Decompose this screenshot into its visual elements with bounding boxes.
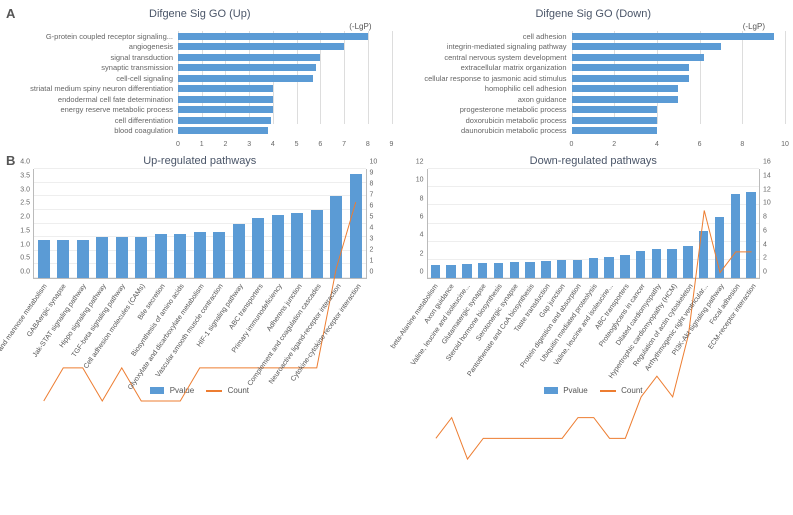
hbar-row: blood coagulation (178, 126, 392, 137)
hbar-row: angiogenesis (178, 42, 392, 53)
hbar-label: extracellular matrix organization (402, 63, 567, 72)
hbar-label: cell differentiation (8, 116, 173, 125)
hbar (178, 33, 368, 40)
hbar-row: daunorubicin metabolic process (572, 126, 786, 137)
hbar-row: energy reserve metabolic process (178, 105, 392, 116)
hbar-row: integrin-mediated signaling pathway (572, 42, 786, 53)
hbar-row: cell-cell signaling (178, 73, 392, 84)
hbar (572, 117, 657, 124)
hbar-label: cell adhesion (402, 32, 567, 41)
hbar-row: progesterone metabolic process (572, 105, 786, 116)
hbar-label: cellular response to jasmonic acid stimu… (402, 74, 567, 83)
down-pathways-chart: 0246810120246810121416beta-Alanine metab… (402, 169, 786, 384)
hbar (572, 85, 679, 92)
go-up-chart: G-protein coupled receptor signaling...a… (8, 31, 392, 151)
hbar-label: blood coagulation (8, 126, 173, 135)
panel-letter-a: A (6, 6, 15, 21)
hbar (572, 106, 657, 113)
go-down-subtitle: (-LgP) (402, 22, 766, 31)
hbar-row: cellular response to jasmonic acid stimu… (572, 73, 786, 84)
hbar-label: doxorubicin metabolic process (402, 116, 567, 125)
panel-a-row: A Difgene Sig GO (Up) (-LgP) G-protein c… (8, 8, 785, 151)
hbar-label: daunorubicin metabolic process (402, 126, 567, 135)
go-up-title: Difgene Sig GO (Up) (8, 8, 392, 20)
up-pathways-chart: 0.00.51.01.52.02.53.03.54.0012345678910F… (8, 169, 392, 384)
hbar-label: signal transduction (8, 53, 173, 62)
hbar-label: energy reserve metabolic process (8, 105, 173, 114)
hbar (178, 43, 344, 50)
hbar (572, 54, 704, 61)
hbar (572, 127, 657, 134)
panel-a-right: Difgene Sig GO (Down) (-LgP) cell adhesi… (402, 8, 786, 151)
hbar-label: synaptic transmission (8, 63, 173, 72)
hbar-label: G-protein coupled receptor signaling... (8, 32, 173, 41)
hbar-row: endodermal cell fate determination (178, 94, 392, 105)
hbar-label: cell-cell signaling (8, 74, 173, 83)
hbar-row: synaptic transmission (178, 63, 392, 74)
hbar-label: progesterone metabolic process (402, 105, 567, 114)
hbar (572, 96, 679, 103)
hbar-row: axon guidance (572, 94, 786, 105)
hbar (572, 43, 721, 50)
panel-b-right: Down-regulated pathways 0246810120246810… (402, 155, 786, 395)
hbar (178, 75, 313, 82)
hbar-row: signal transduction (178, 52, 392, 63)
hbar-row: striatal medium spiny neuron differentia… (178, 84, 392, 95)
hbar-label: striatal medium spiny neuron differentia… (8, 84, 173, 93)
hbar-row: homophilic cell adhesion (572, 84, 786, 95)
hbar (178, 85, 273, 92)
combo-xlabel: Fructose and mannose metabolism (0, 283, 49, 377)
go-down-chart: cell adhesionintegrin-mediated signaling… (402, 31, 786, 151)
hbar-row: G-protein coupled receptor signaling... (178, 31, 392, 42)
up-pathways-title: Up-regulated pathways (8, 155, 392, 167)
hbar (178, 127, 268, 134)
hbar-label: axon guidance (402, 95, 567, 104)
go-up-subtitle: (-LgP) (8, 22, 372, 31)
hbar-label: endodermal cell fate determination (8, 95, 173, 104)
hbar-label: homophilic cell adhesion (402, 84, 567, 93)
hbar-row: cell differentiation (178, 115, 392, 126)
hbar-row: extracellular matrix organization (572, 63, 786, 74)
hbar-label: central nervous system development (402, 53, 567, 62)
hbar-row: cell adhesion (572, 31, 786, 42)
hbar (572, 33, 775, 40)
hbar (572, 64, 689, 71)
down-pathways-title: Down-regulated pathways (402, 155, 786, 167)
hbar (178, 64, 316, 71)
hbar-row: central nervous system development (572, 52, 786, 63)
panel-a-left: A Difgene Sig GO (Up) (-LgP) G-protein c… (8, 8, 392, 151)
hbar-row: doxorubicin metabolic process (572, 115, 786, 126)
go-down-title: Difgene Sig GO (Down) (402, 8, 786, 20)
panel-b-left: B Up-regulated pathways 0.00.51.01.52.02… (8, 155, 392, 395)
hbar (178, 106, 273, 113)
hbar (178, 54, 320, 61)
panel-b-row: B Up-regulated pathways 0.00.51.01.52.02… (8, 155, 785, 395)
hbar (572, 75, 689, 82)
hbar-label: angiogenesis (8, 42, 173, 51)
hbar (178, 117, 271, 124)
hbar-label: integrin-mediated signaling pathway (402, 42, 567, 51)
hbar (178, 96, 273, 103)
